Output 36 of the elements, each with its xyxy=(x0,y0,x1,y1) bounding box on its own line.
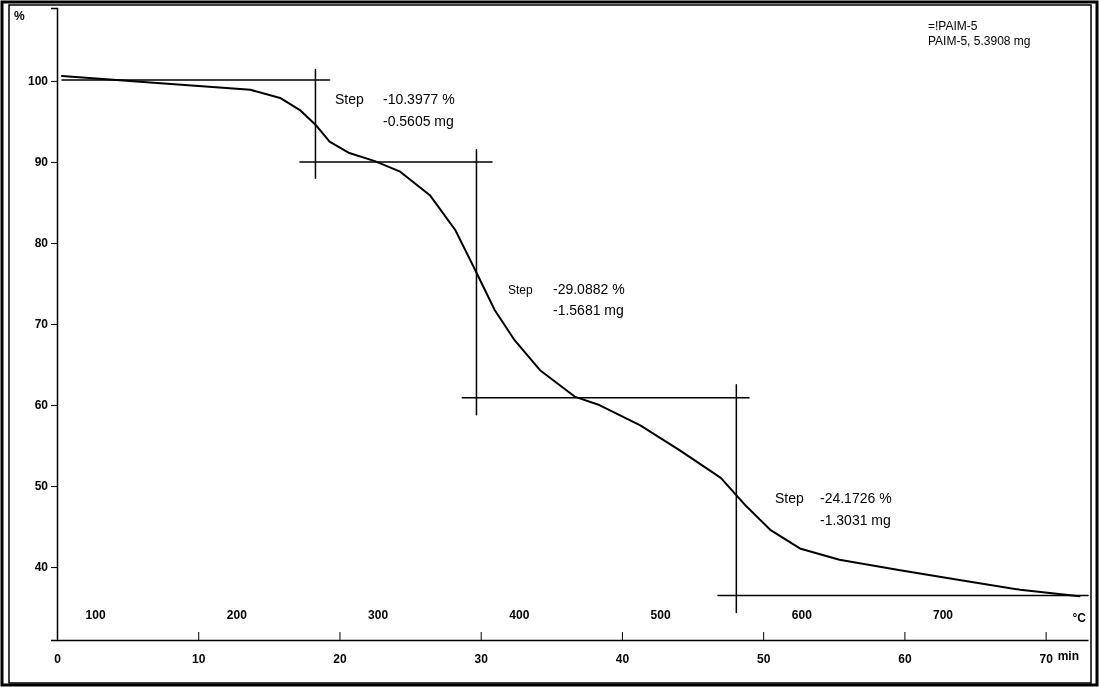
x-tick-label: 0 xyxy=(54,651,62,666)
x2-tick-label: 100 xyxy=(85,607,106,622)
x-tick-label: 50 xyxy=(756,651,771,666)
y-tick-label: 40 xyxy=(34,560,49,575)
annotation: =!PAIM-5 xyxy=(928,19,978,33)
annotation: -1.5681 mg xyxy=(553,302,624,318)
x-tick-label: 40 xyxy=(615,651,630,666)
annotation: -24.1726 % xyxy=(820,490,892,506)
x-axis-title: min xyxy=(1057,649,1079,663)
annotation: -0.5605 mg xyxy=(383,113,454,129)
x2-tick-label: 600 xyxy=(791,607,813,622)
annotation: -29.0882 % xyxy=(553,281,625,297)
x-tick-label: 30 xyxy=(474,651,489,666)
y-tick-label: 70 xyxy=(34,317,49,332)
x2-tick-label: 300 xyxy=(368,607,389,622)
y-tick-label: 80 xyxy=(34,236,49,251)
y-axis-title: % xyxy=(14,9,25,23)
y-tick-label: 50 xyxy=(34,479,49,494)
x2-tick-label: 500 xyxy=(650,607,671,622)
x2-tick-label: 700 xyxy=(933,607,954,622)
x-tick-label: 10 xyxy=(192,651,206,666)
x2-axis-title: °C xyxy=(1072,611,1087,625)
x2-tick-label: 200 xyxy=(226,607,248,622)
y-tick-label: 90 xyxy=(34,155,49,170)
x-tick-label: 70 xyxy=(1039,651,1054,666)
annotation: PAIM-5, 5.3908 mg xyxy=(928,34,1031,48)
x-tick-label: 20 xyxy=(333,651,347,666)
annotation: Step xyxy=(775,490,805,506)
annotation: -10.3977 % xyxy=(383,91,455,107)
x-tick-label: 60 xyxy=(898,651,912,666)
annotation: Step xyxy=(508,283,534,297)
y-tick-label: 60 xyxy=(34,398,49,413)
y-tick-label: 100 xyxy=(27,74,49,89)
annotation: -1.3031 mg xyxy=(820,512,891,528)
x2-tick-label: 400 xyxy=(509,607,530,622)
annotation: Step xyxy=(335,91,365,107)
